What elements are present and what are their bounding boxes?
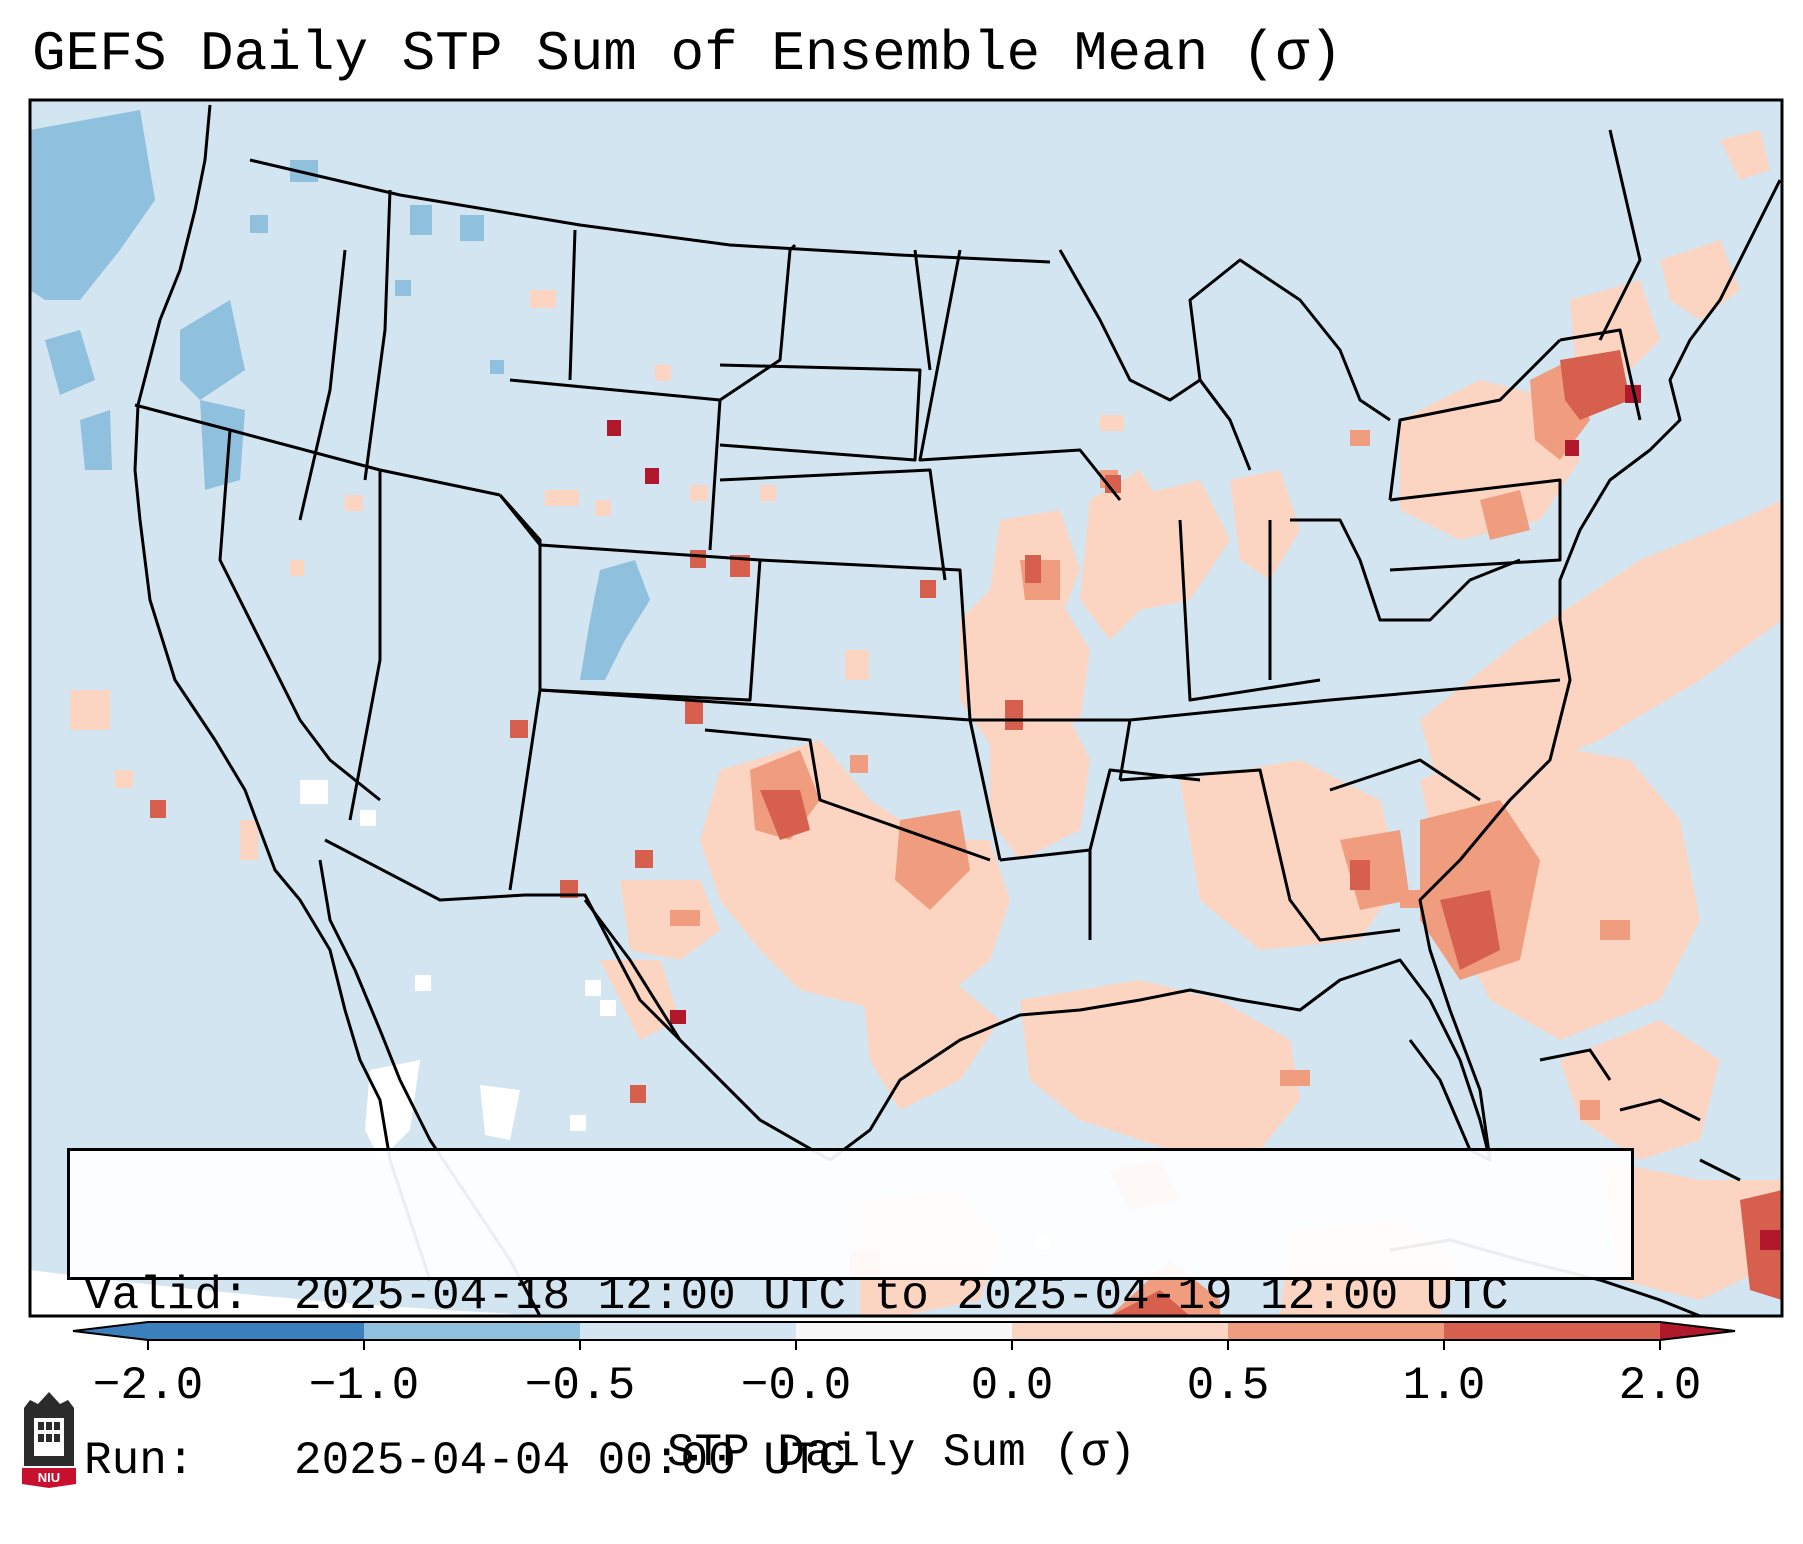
niu-logo: NIU: [22, 1392, 76, 1488]
domain-edge: [30, 1270, 560, 1316]
colorbar-tick-lines: [147, 1340, 1661, 1350]
run-row: Run: 2025-04-04 00:00 UTC: [84, 1434, 1631, 1489]
logo-text: NIU: [38, 1470, 60, 1485]
map-frame: [28, 98, 1784, 1318]
colorbar-segment: [796, 1322, 1013, 1340]
negative-cells: [30, 110, 650, 680]
colorbar-segments: [72, 1321, 1736, 1341]
colorbar-tick-label: −1.0: [308, 1360, 420, 1412]
colorbar-tick-label: 1.0: [1402, 1360, 1486, 1412]
colorbar-tick-label: 0.5: [1186, 1360, 1270, 1412]
valid-label: Valid:: [84, 1270, 250, 1322]
colorbar-tick-label: −2.0: [92, 1360, 204, 1412]
colorbar-tick-label: −0.0: [740, 1360, 852, 1412]
colorbar-extend-low: [73, 1322, 148, 1340]
colorbar-tick-label: −0.5: [524, 1360, 636, 1412]
neutral-cells: [300, 780, 1049, 1249]
colorbar-tick-label: 0.0: [970, 1360, 1054, 1412]
run-value: 2025-04-04 00:00 UTC: [294, 1435, 847, 1487]
colorbar: [72, 1321, 1736, 1350]
info-box: Valid: 2025-04-18 12:00 UTC to 2025-04-19…: [67, 1148, 1634, 1487]
colorbar-segment: [364, 1322, 581, 1340]
colorbar-segment: [1012, 1322, 1229, 1340]
colorbar-label: STP Daily Sum (σ): [666, 1427, 1137, 1479]
run-label: Run:: [84, 1435, 195, 1487]
stp-map: [28, 98, 1784, 1318]
valid-value: 2025-04-18 12:00 UTC to 2025-04-19 12:00…: [294, 1270, 1509, 1322]
colorbar-tick-label: 2.0: [1618, 1360, 1702, 1412]
valid-row: Valid: 2025-04-18 12:00 UTC to 2025-04-19…: [84, 1269, 1631, 1324]
colorbar-segment: [148, 1322, 365, 1340]
boundaries: [133, 104, 1782, 1316]
colorbar-ticks: −2.0 −1.0 −0.5 −0.0 0.0 0.5 1.0 2.0: [0, 1358, 1803, 1418]
colorbar-segment: [1444, 1322, 1661, 1340]
pos-extreme-cells: [607, 385, 1780, 1250]
colorbar-segment: [1228, 1322, 1445, 1340]
colorbar-extend-high: [1660, 1322, 1735, 1340]
colorbar-segment: [580, 1322, 797, 1340]
map-title: GEFS Daily STP Sum of Ensemble Mean (σ): [32, 22, 1343, 86]
